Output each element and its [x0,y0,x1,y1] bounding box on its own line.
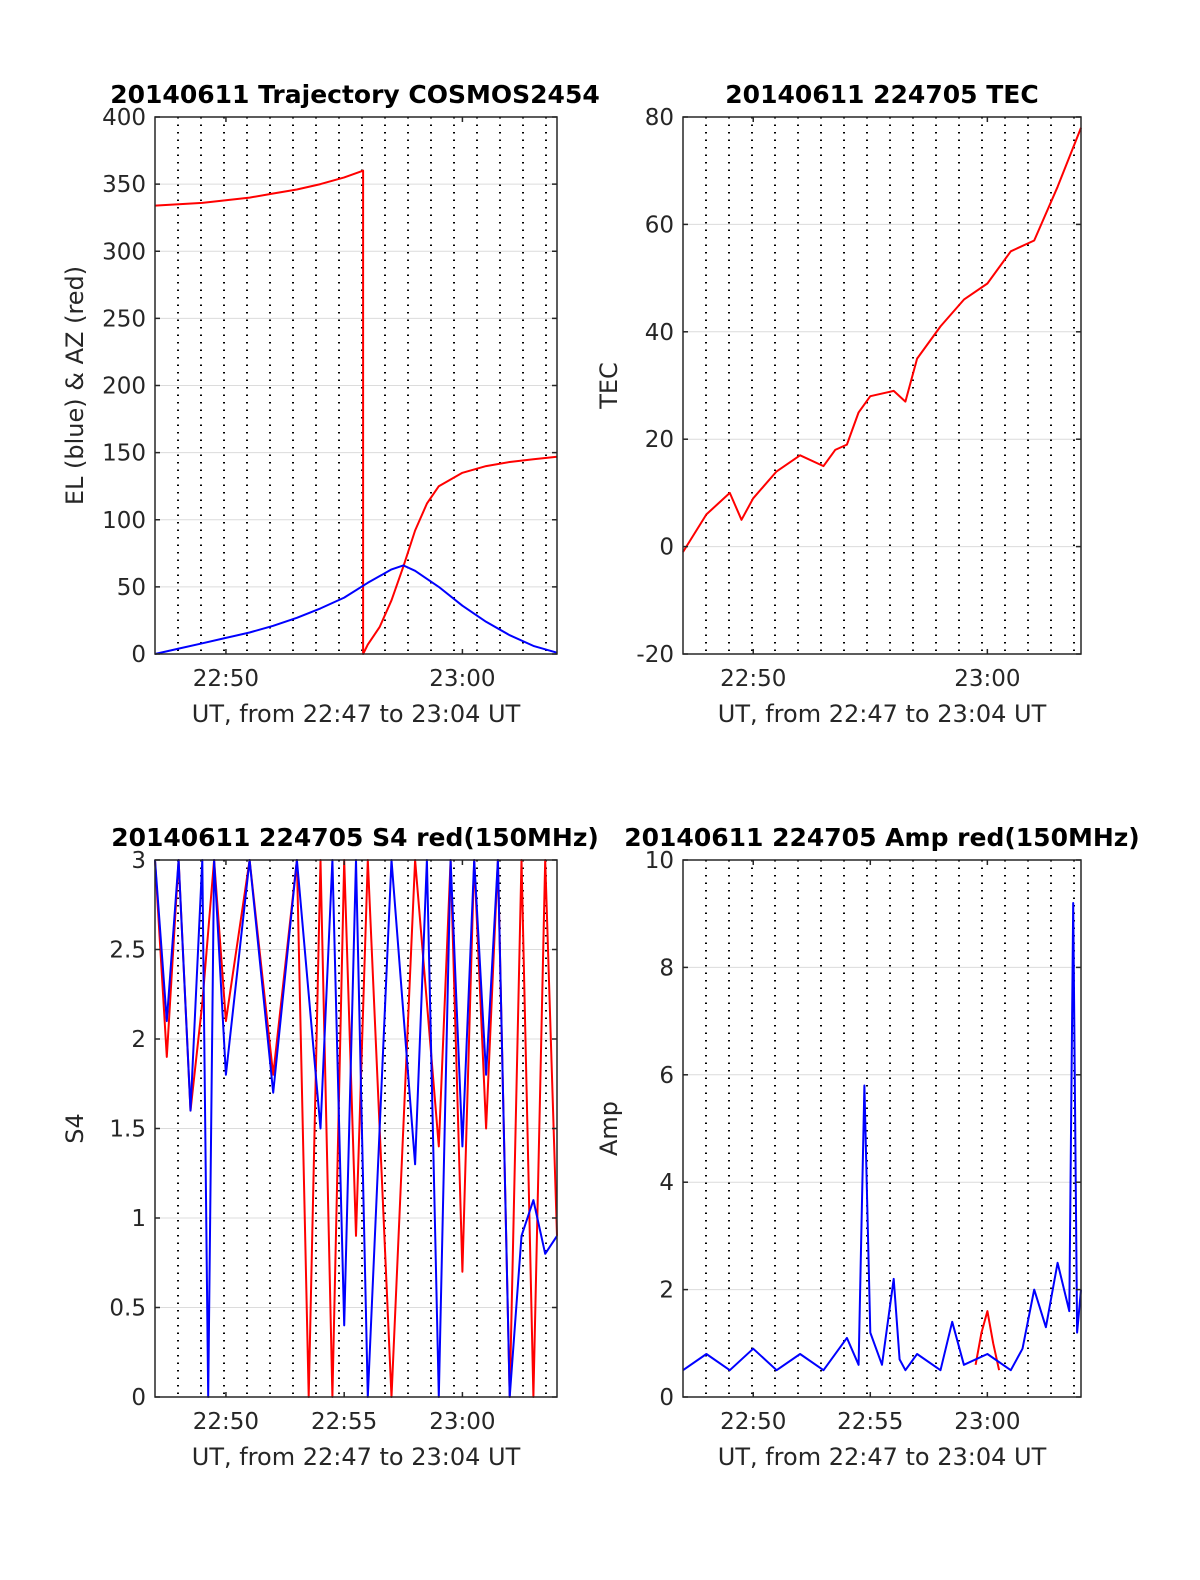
x-tick-label: 23:00 [954,666,1020,692]
x-tick-label: 23:00 [429,666,495,692]
series-line-blue [682,902,1082,1372]
y-tick-label: 6 [659,1063,674,1089]
y-axis-label: TEC [595,362,623,410]
series-line-red [974,1310,1001,1371]
chart-title: 20140611 Trajectory COSMOS2454 [110,80,600,109]
y-tick-label: -20 [636,642,674,668]
axes-box [682,859,1082,1398]
y-tick-label: 50 [117,575,146,601]
y-tick-label: 1 [131,1206,146,1232]
x-tick-label: 22:50 [720,666,786,692]
series-line-blue [154,859,558,1398]
y-tick-label: 80 [645,105,674,131]
y-tick-label: 2.5 [109,938,146,964]
series-line-red [682,127,1082,553]
x-tick-label: 22:50 [720,1409,786,1435]
y-tick-label: 0 [131,642,146,668]
y-tick-label: 0 [131,1385,146,1411]
y-axis-label: EL (blue) & AZ (red) [61,266,89,505]
y-tick-label: 350 [102,172,146,198]
y-tick-label: 0 [659,535,674,561]
y-tick-label: 150 [102,441,146,467]
y-axis-label: Amp [595,1101,623,1156]
x-tick-label: 23:00 [429,1409,495,1435]
y-axis-label: S4 [61,1113,89,1144]
chart-title: 20140611 224705 Amp red(150MHz) [624,823,1140,852]
chart-title: 20140611 224705 S4 red(150MHz) [111,823,599,852]
x-axis-label: UT, from 22:47 to 23:04 UT [192,1443,521,1471]
y-tick-label: 2 [131,1027,146,1053]
x-tick-label: 22:50 [193,666,259,692]
series-line-blue [154,564,558,655]
y-tick-label: 60 [645,212,674,238]
chart-1: 22:50 23:00 0 50 100 150 200 250 300 350 400201406… [61,80,600,728]
series-line-red [154,169,558,655]
y-tick-label: 2 [659,1278,674,1304]
x-axis-label: UT, from 22:47 to 23:04 UT [718,700,1047,728]
x-tick-label: 23:00 [954,1409,1020,1435]
x-axis-label: UT, from 22:47 to 23:04 UT [718,1443,1047,1471]
x-axis-label: UT, from 22:47 to 23:04 UT [192,700,521,728]
chart-2: 22:50 23:00 -20 0 20 40 60 80 20140611 224705 TE… [595,80,1082,728]
y-tick-label: 4 [659,1170,674,1196]
y-tick-label: 400 [102,105,146,131]
x-tick-label: 22:55 [837,1409,903,1435]
y-tick-label: 10 [645,848,674,874]
y-tick-label: 250 [102,306,146,332]
y-tick-label: 0.5 [109,1296,146,1322]
y-tick-label: 20 [645,427,674,453]
y-tick-label: 100 [102,508,146,534]
plot-area [683,860,1081,1397]
y-tick-label: 40 [645,320,674,346]
x-tick-label: 22:50 [193,1409,259,1435]
y-tick-label: 200 [102,374,146,400]
x-tick-label: 22:55 [311,1409,377,1435]
axes-box [682,116,1082,655]
y-tick-label: 300 [102,239,146,265]
plot-area [683,117,1081,654]
chart-title: 20140611 224705 TEC [725,80,1038,109]
y-tick-label: 0 [659,1385,674,1411]
y-tick-label: 3 [131,848,146,874]
y-tick-label: 8 [659,955,674,981]
y-tick-label: 1.5 [109,1117,146,1143]
